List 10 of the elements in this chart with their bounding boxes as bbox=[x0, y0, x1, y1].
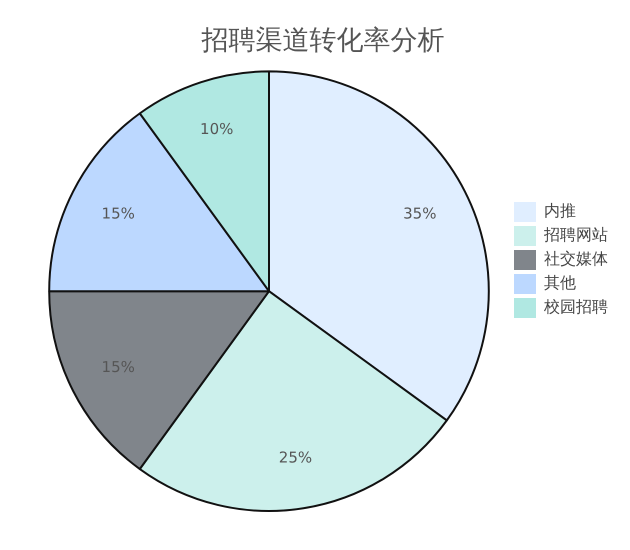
legend-label: 其他 bbox=[544, 273, 576, 292]
data-label: 10% bbox=[200, 120, 234, 138]
data-label: 25% bbox=[278, 448, 312, 466]
legend-label: 社交媒体 bbox=[544, 249, 608, 268]
chart-title: 招聘渠道转化率分析 bbox=[200, 25, 444, 56]
data-label: 35% bbox=[403, 204, 436, 222]
legend-label: 内推 bbox=[544, 201, 576, 220]
legend-label: 招聘网站 bbox=[543, 225, 608, 244]
data-label: 15% bbox=[102, 204, 135, 222]
legend-label: 校园招聘 bbox=[543, 297, 608, 316]
